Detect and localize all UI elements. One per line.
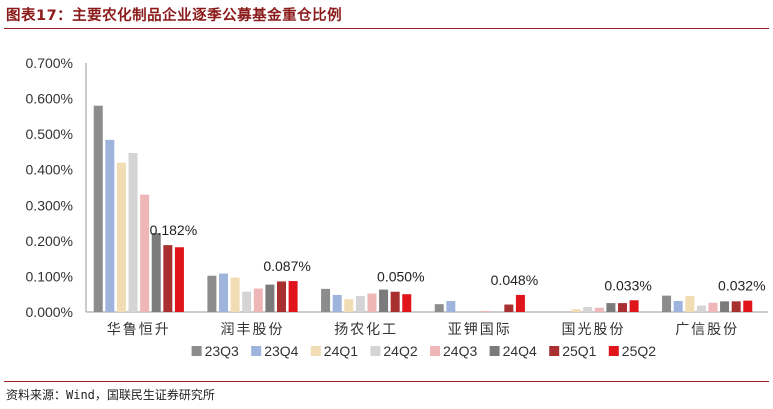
y-tick-label: 0.300% [26,197,73,213]
bar-25Q2 [743,300,753,312]
data-label: 0.182% [150,222,197,238]
legend-label: 23Q3 [205,343,239,359]
legend-label: 25Q1 [562,343,596,359]
bar-25Q2 [629,300,639,312]
legend-swatch-24Q3 [430,346,440,356]
legend-swatch-24Q1 [310,346,321,356]
bar-24Q2 [583,307,593,312]
bar-24Q4 [606,303,616,312]
legend-label: 24Q3 [443,343,477,359]
bar-25Q1 [504,304,514,312]
data-label: 0.050% [377,269,424,285]
bar-24Q3 [594,307,604,312]
x-category-label: 华鲁恒升 [107,321,171,337]
bar-24Q2 [128,153,138,312]
bar-23Q3 [93,105,103,312]
bar-24Q2 [696,305,706,312]
data-label: 0.033% [604,277,651,293]
bar-24Q1 [230,277,240,312]
x-category-label: 亚钾国际 [448,321,512,337]
legend-swatch-24Q2 [370,346,381,356]
bar-25Q1 [390,291,400,312]
legend-swatch-24Q4 [489,346,500,356]
y-tick-label: 0.200% [26,233,73,249]
y-tick-label: 0.500% [26,126,73,142]
bar-24Q4 [151,233,161,312]
bar-24Q3 [253,288,263,312]
legend-label: 24Q1 [324,343,358,359]
data-label: 0.048% [491,272,538,288]
data-label: 0.087% [263,258,310,274]
bar-25Q1 [618,303,627,312]
y-tick-label: 0.600% [26,91,73,107]
bar-24Q3 [708,302,718,312]
title-divider [4,28,769,29]
bar-23Q3 [207,275,217,312]
bar-24Q4 [265,284,275,312]
bar-24Q3 [367,293,377,312]
y-tick-label: 0.700% [26,55,73,71]
bar-23Q4 [219,273,228,312]
bar-24Q1 [571,309,581,312]
legend-label: 25Q2 [622,343,656,359]
bar-23Q3 [321,288,331,312]
bar-24Q2 [242,291,252,312]
bar-23Q4 [332,294,342,312]
bar-24Q3 [140,194,150,312]
legend-swatch-23Q3 [191,346,202,356]
bar-23Q3 [662,295,672,312]
x-category-label: 广信股份 [675,321,739,337]
x-category-label: 扬农化工 [334,321,398,337]
bar-24Q4 [379,289,389,312]
footer-divider [4,381,769,382]
bar-24Q1 [116,162,126,312]
legend-label: 24Q4 [503,343,537,359]
legend-swatch-25Q1 [549,346,560,356]
y-tick-label: 0.000% [26,304,73,320]
bar-23Q4 [673,300,683,312]
source-note: 资料来源：Wind，国联民生证券研究所 [6,388,215,402]
bar-24Q4 [720,301,730,312]
data-label: 0.032% [718,278,765,294]
x-category-label: 国光股份 [562,321,626,337]
bar-25Q1 [731,301,741,312]
chart-title: 图表17：主要农化制品企业逐季公募基金重仓比例 [6,8,343,24]
bar-24Q2 [355,295,365,312]
bar-23Q4 [446,300,456,312]
bar-24Q3 [481,310,491,312]
bar-23Q3 [434,304,444,312]
legend-label: 23Q4 [264,343,298,359]
bar-25Q2 [515,294,525,312]
bar-24Q1 [344,299,354,312]
bar-24Q1 [685,295,695,312]
bar-23Q4 [105,139,115,312]
bar-25Q1 [277,281,286,312]
y-tick-label: 0.100% [26,268,73,284]
x-category-label: 润丰股份 [221,321,285,337]
bar-25Q2 [288,281,298,312]
y-tick-label: 0.400% [26,162,73,178]
legend-label: 24Q2 [383,343,417,359]
bar-25Q1 [163,245,173,312]
bar-25Q2 [402,294,412,312]
bar-25Q2 [174,247,184,312]
legend-swatch-25Q2 [608,346,619,356]
legend-swatch-23Q4 [251,346,262,356]
